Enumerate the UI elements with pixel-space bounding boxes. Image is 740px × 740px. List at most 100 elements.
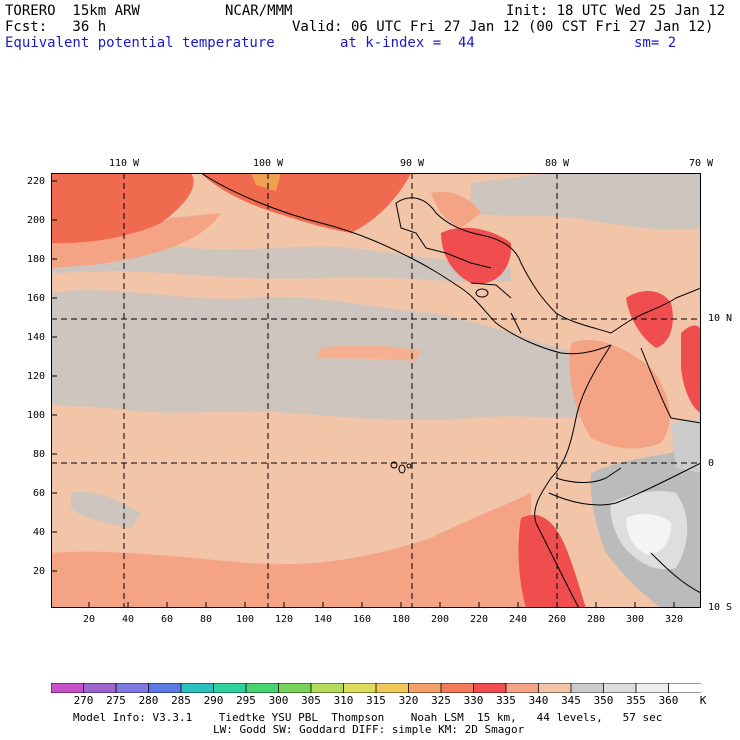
field-red-honduras xyxy=(441,227,512,284)
y-tick-40: 40 xyxy=(32,527,45,538)
colorbar-label: 360 xyxy=(658,694,679,707)
field-red-nw xyxy=(51,173,194,244)
colorbar-swatch xyxy=(668,683,701,693)
colorbar-swatch xyxy=(603,683,637,693)
colorbar-swatch xyxy=(83,683,117,693)
field-white-andes xyxy=(626,513,672,555)
colorbar-swatch xyxy=(343,683,377,693)
colorbar-swatch xyxy=(505,683,540,693)
forecast-hour: Fcst: 36 h xyxy=(5,19,107,35)
colorbar-swatch xyxy=(278,683,312,693)
physics-info: LW: Godd SW: Goddard DIFF: simple KM: 2D… xyxy=(213,723,525,736)
colorbar-swatch xyxy=(473,683,507,693)
model-info: Model Info: V3.3.1 Tiedtke YSU PBL Thomp… xyxy=(73,711,663,724)
colorbar-swatch xyxy=(570,683,605,693)
colorbar-swatch xyxy=(148,683,182,693)
coastline-mexico-pacific xyxy=(200,173,612,355)
border-colombia-ecuador xyxy=(555,467,622,483)
field-name: Equivalent potential temperature xyxy=(5,35,275,51)
x-tick-180: 180 xyxy=(391,614,411,625)
colorbar-swatch xyxy=(408,683,442,693)
map-frame xyxy=(51,173,701,608)
coast-galapagos-2 xyxy=(398,464,406,474)
y-tick-180: 180 xyxy=(26,254,45,265)
colorbar-swatch xyxy=(213,683,247,693)
colorbar-label: 345 xyxy=(561,694,581,707)
colorbar-swatch xyxy=(180,683,215,693)
y-tick-200: 200 xyxy=(26,215,45,226)
x-tick-120: 120 xyxy=(274,614,294,625)
field-grey-band-2 xyxy=(51,231,511,282)
field-red-venezuela xyxy=(681,325,701,413)
y-tick-20: 20 xyxy=(32,566,45,577)
field-orange-strip xyxy=(316,345,421,361)
colorbar-swatch xyxy=(440,683,475,693)
valid-time: Valid: 06 UTC Fri 27 Jan 12 (00 CST Fri … xyxy=(292,19,714,35)
organization: NCAR/MMM xyxy=(225,3,293,19)
x-tick-80: 80 xyxy=(199,614,213,625)
y-tick-80: 80 xyxy=(32,449,45,460)
colorbar-label: 355 xyxy=(626,694,646,707)
x-tick-20: 20 xyxy=(82,614,96,625)
y-tick-160: 160 xyxy=(26,293,45,304)
colorbar-label: 310 xyxy=(333,694,354,707)
coastline-caribbean xyxy=(395,197,701,334)
x-tick-160: 160 xyxy=(352,614,372,625)
colorbar-label: 330 xyxy=(463,694,484,707)
field-grey-east-amazon xyxy=(671,418,701,473)
border-ecuador-peru xyxy=(548,492,617,506)
border-colombia-venezuela xyxy=(640,347,701,424)
colorbar-label: 285 xyxy=(171,694,191,707)
border-costarica xyxy=(510,312,522,334)
field-orange-nw xyxy=(51,213,221,268)
field-red-colombia-n xyxy=(626,291,673,348)
field-orange-caribbean xyxy=(431,191,481,228)
field-orange-colombia xyxy=(569,339,670,449)
y-tick-60: 60 xyxy=(32,488,45,499)
theta-e-map xyxy=(51,173,701,608)
lon-label-70w: 70 W xyxy=(688,158,714,169)
x-tick-300: 300 xyxy=(625,614,645,625)
colorbar-swatch xyxy=(538,683,572,693)
smoothing: sm= 2 xyxy=(634,35,677,51)
level-index: at k-index = 44 xyxy=(340,35,475,51)
colorbar-swatch xyxy=(310,683,345,693)
field-red-mexico xyxy=(201,173,411,233)
lat-label-10s: 10 S xyxy=(708,602,733,613)
colorbar-label: 305 xyxy=(301,694,321,707)
coast-galapagos-3 xyxy=(406,463,412,469)
border-honduras xyxy=(425,247,492,269)
x-tick-140: 140 xyxy=(313,614,333,625)
coastline-south-america xyxy=(534,344,612,608)
lon-label-110w: 110 W xyxy=(108,158,140,169)
colorbar-label: 280 xyxy=(138,694,159,707)
field-orange-southwest xyxy=(51,493,531,608)
colorbar-label: 270 xyxy=(73,694,94,707)
x-tick-100: 100 xyxy=(235,614,255,625)
colorbar-label: 300 xyxy=(268,694,289,707)
x-tick-60: 60 xyxy=(160,614,174,625)
field-red-peru xyxy=(518,514,586,608)
colorbar xyxy=(51,683,701,693)
colorbar-label: 295 xyxy=(236,694,256,707)
colorbar-label: 320 xyxy=(398,694,419,707)
x-tick-260: 260 xyxy=(547,614,567,625)
lon-label-100w: 100 W xyxy=(252,158,284,169)
colorbar-swatch xyxy=(375,683,410,693)
colorbar-swatch xyxy=(245,683,280,693)
x-tick-280: 280 xyxy=(586,614,606,625)
lon-label-90w: 90 W xyxy=(399,158,425,169)
border-nicaragua xyxy=(470,282,512,299)
x-tick-320: 320 xyxy=(664,614,684,625)
x-tick-240: 240 xyxy=(508,614,528,625)
colorbar-swatch xyxy=(51,683,85,693)
x-tick-200: 200 xyxy=(430,614,450,625)
lat-label-0: 0 xyxy=(708,458,715,469)
colorbar-label: 325 xyxy=(431,694,451,707)
border-peru-bolivia xyxy=(650,552,701,594)
coast-lake-nicaragua xyxy=(475,288,489,298)
border-peru-brazil xyxy=(615,462,701,504)
field-grey-west xyxy=(71,492,141,528)
border-guatemala xyxy=(395,202,427,249)
y-tick-220: 220 xyxy=(26,176,45,187)
